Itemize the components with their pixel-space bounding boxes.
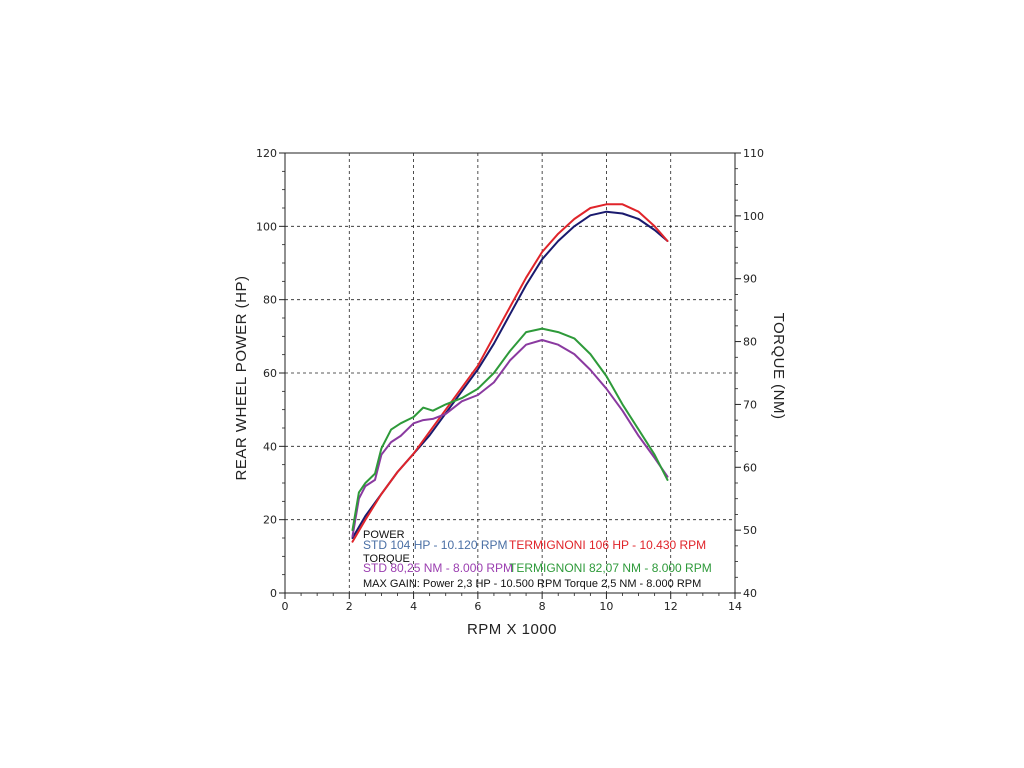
axis-ticks: 0 2 4 6 8 10 12 14 0 20 40 60 80 100 120 40 50 60 70 80 90 10…	[256, 147, 764, 613]
x-tick-label: 4	[410, 600, 417, 613]
legend-termignoni-power: TERMIGNONI 106 HP - 10.430 RPM	[509, 538, 706, 552]
x-tick-label: 14	[728, 600, 742, 613]
termignoni-torque-line	[351, 327, 669, 532]
y-right-tick-label: 60	[743, 461, 757, 474]
x-tick-label: 2	[346, 600, 353, 613]
y-left-tick-label: 120	[256, 147, 277, 160]
x-axis-title: RPM X 1000	[467, 621, 557, 638]
legend: POWER STD 104 HP - 10.120 RPM TERMIGNONI…	[363, 529, 712, 590]
y-left-tick-label: 60	[263, 367, 277, 380]
legend-termignoni-torque: TERMIGNONI 82,07 NM - 8.000 RPM	[509, 561, 712, 575]
legend-std-torque: STD 80,25 NM - 8.000 RPM	[363, 561, 513, 575]
x-tick-label: 12	[664, 600, 678, 613]
left-axis-title: REAR WHEEL POWER (HP)	[233, 276, 250, 481]
legend-power-header: POWER	[363, 529, 405, 541]
std-torque-line	[351, 339, 669, 538]
x-tick-label: 6	[474, 600, 481, 613]
y-left-tick-label: 100	[256, 220, 277, 233]
legend-torque-header: TORQUE	[363, 553, 410, 565]
legend-max-gain: MAX GAIN: Power 2,3 HP - 10.500 RPM Torq…	[363, 578, 701, 590]
right-axis-title: TORQUE (NM)	[770, 313, 787, 420]
x-tick-label: 10	[599, 600, 613, 613]
y-right-tick-label: 90	[743, 273, 757, 286]
y-right-tick-label: 70	[743, 398, 757, 411]
x-tick-label: 0	[282, 600, 289, 613]
termignoni-power-line	[351, 203, 669, 543]
y-right-tick-label: 80	[743, 336, 757, 349]
grid	[285, 153, 735, 593]
y-right-tick-label: 40	[743, 587, 757, 600]
legend-std-power: STD 104 HP - 10.120 RPM	[363, 538, 508, 552]
y-right-tick-label: 100	[743, 210, 764, 223]
y-left-tick-label: 40	[263, 440, 277, 453]
x-tick-label: 8	[539, 600, 546, 613]
y-left-tick-label: 20	[263, 514, 277, 527]
y-left-tick-label: 80	[263, 294, 277, 307]
y-right-tick-label: 50	[743, 524, 757, 537]
series-lines	[351, 203, 669, 543]
y-right-tick-label: 110	[743, 147, 764, 160]
y-left-tick-label: 0	[270, 587, 277, 600]
